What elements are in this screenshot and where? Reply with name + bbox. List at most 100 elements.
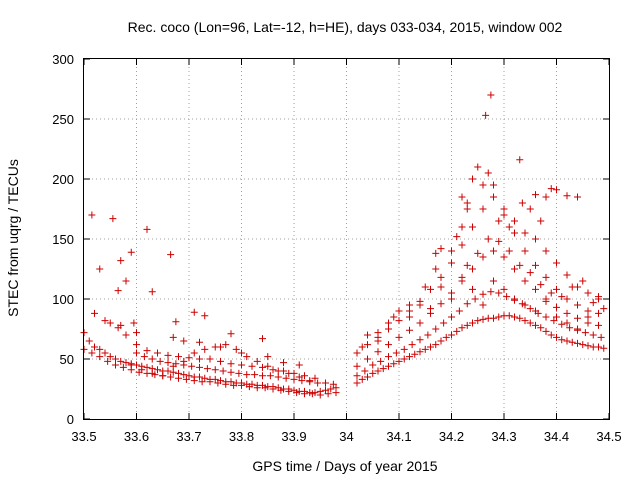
data-point [416, 336, 424, 344]
data-point [427, 343, 434, 351]
data-point [453, 327, 461, 335]
y-tick-label: 0 [67, 412, 74, 427]
data-point [114, 287, 122, 295]
data-point [169, 368, 177, 376]
data-point [88, 211, 96, 219]
data-point [442, 333, 450, 341]
data-point [227, 378, 235, 386]
data-point [269, 385, 277, 393]
data-point [453, 233, 461, 241]
data-point [364, 341, 371, 349]
data-point [469, 285, 476, 293]
data-point [219, 367, 227, 375]
data-point [469, 223, 476, 231]
data-point [308, 390, 316, 398]
data-point [500, 211, 508, 219]
data-points [80, 91, 608, 399]
data-point [516, 156, 524, 164]
data-point [521, 317, 529, 325]
data-point [448, 247, 455, 255]
data-point [469, 265, 476, 273]
data-point [563, 295, 571, 303]
data-point [206, 355, 214, 363]
data-point [432, 325, 440, 333]
data-point [266, 372, 274, 380]
data-point [148, 288, 156, 296]
data-point [259, 335, 266, 343]
data-point [167, 251, 175, 259]
data-point [385, 319, 392, 327]
data-point [553, 259, 560, 267]
data-point [169, 362, 177, 370]
x-axis-label: GPS time / Days of year 2015 [252, 458, 437, 474]
data-point [408, 341, 416, 349]
data-point [484, 169, 492, 177]
data-point [154, 366, 161, 374]
data-point [495, 313, 503, 321]
data-point [316, 391, 324, 399]
data-point [595, 293, 602, 301]
data-point [427, 285, 434, 293]
data-point [169, 333, 177, 341]
data-point [301, 372, 308, 380]
data-point [463, 261, 471, 269]
data-point [329, 380, 337, 388]
data-point [455, 307, 463, 315]
data-point [542, 193, 550, 201]
data-point [411, 350, 419, 358]
data-point [201, 374, 209, 382]
data-point [235, 369, 243, 377]
data-point [274, 373, 282, 381]
data-point [248, 362, 256, 370]
data-point [505, 223, 513, 231]
data-point [521, 277, 529, 285]
data-point [448, 331, 455, 339]
data-point [458, 324, 466, 332]
x-tick-label: 34.4 [544, 429, 569, 444]
data-point [516, 261, 524, 269]
data-point [542, 273, 550, 281]
data-point [526, 305, 534, 313]
data-point [400, 345, 408, 353]
data-point [206, 378, 214, 386]
data-point [547, 185, 555, 193]
data-point [227, 360, 235, 368]
y-tick-label: 300 [52, 52, 74, 67]
data-point [112, 355, 119, 363]
y-tick-label: 100 [52, 292, 74, 307]
data-point [437, 273, 445, 281]
data-point [600, 344, 608, 352]
data-point [217, 357, 224, 365]
data-point [353, 349, 361, 357]
data-point [482, 111, 490, 119]
data-point [182, 375, 190, 383]
data-point [385, 341, 392, 349]
data-point [374, 337, 382, 345]
data-point [364, 331, 371, 339]
data-point [579, 277, 587, 285]
data-point [406, 326, 413, 334]
data-point [448, 313, 455, 321]
data-point [474, 163, 482, 171]
data-point [471, 295, 479, 303]
data-point [122, 331, 130, 339]
data-point [558, 320, 566, 328]
data-point [563, 309, 571, 317]
data-point [238, 381, 245, 389]
data-point [298, 377, 306, 385]
data-point [196, 363, 203, 371]
data-point [600, 305, 608, 313]
data-point [395, 357, 403, 365]
data-point [311, 374, 319, 382]
data-point [285, 369, 293, 377]
data-point [487, 91, 495, 99]
data-point [505, 247, 513, 255]
data-point [390, 360, 398, 368]
data-point [532, 235, 539, 243]
data-point [374, 329, 382, 337]
data-point [117, 257, 125, 265]
data-point [164, 351, 172, 359]
data-point [584, 319, 592, 327]
x-tick-label: 33.8 [229, 429, 254, 444]
data-point [595, 309, 602, 317]
